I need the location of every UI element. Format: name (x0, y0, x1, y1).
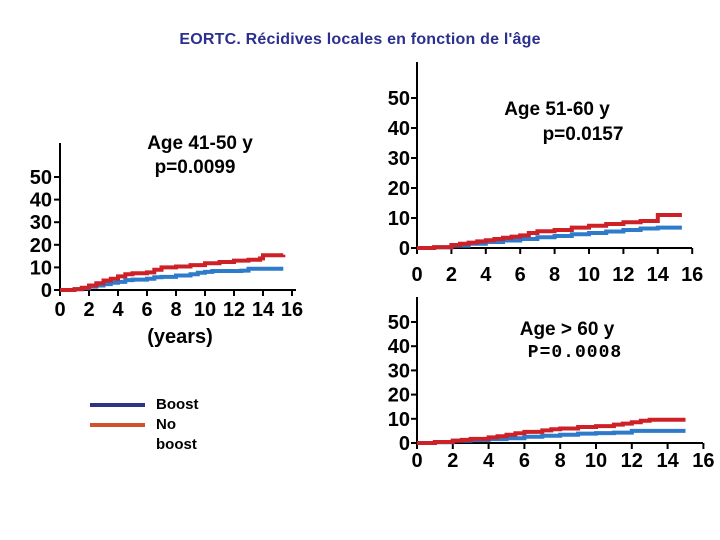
x-tick-label: 10 (585, 450, 607, 472)
x-tick-label: 16 (692, 450, 714, 472)
y-tick-label: 30 (388, 360, 410, 382)
y-tick-label: 0 (399, 433, 410, 455)
y-tick-label: 30 (388, 148, 410, 170)
x-tick-label: 14 (656, 450, 679, 472)
y-tick-label: 30 (30, 212, 52, 234)
chart-51-60-plot: 0 10 20 30 40 50 0 2 4 6 8 10 12 14 16 (388, 62, 703, 286)
x-tick-label: 2 (83, 299, 94, 321)
y-tick-label: 10 (388, 409, 410, 431)
x-tick-label: 10 (578, 264, 600, 286)
y-tick-label: 40 (30, 190, 52, 212)
x-tick-label: 8 (555, 450, 566, 472)
y-tick-label: 50 (388, 312, 410, 334)
y-tick-label: 0 (399, 238, 410, 260)
y-tick-label: 10 (388, 208, 410, 230)
x-tick-label: 6 (141, 299, 152, 321)
x-tick-label: 12 (612, 264, 634, 286)
chart-41-50-pvalue: p=0.0099 (154, 157, 236, 178)
legend-no-boost-line (90, 423, 145, 427)
no-boost-curve (60, 253, 286, 292)
chart-41-50-title: Age 41-50 y (147, 133, 253, 154)
x-tick-label: 14 (252, 299, 275, 321)
y-tick-label: 20 (388, 178, 410, 200)
legend-no-boost-label-line2: boost (156, 436, 197, 453)
no-boost-curve (417, 213, 682, 250)
y-tick-label: 20 (388, 385, 410, 407)
x-tick-label: 6 (519, 450, 530, 472)
x-tick-label: 12 (621, 450, 643, 472)
x-tick-label: 14 (647, 264, 670, 286)
x-tick-label: 4 (112, 299, 124, 321)
x-tick-label: 8 (170, 299, 181, 321)
y-tick-label: 40 (388, 118, 410, 140)
no-boost-curve (417, 417, 686, 445)
y-tick-label: 50 (388, 88, 410, 110)
x-tick-label: 12 (223, 299, 245, 321)
x-tick-label: 16 (681, 264, 703, 286)
y-tick-label: 0 (41, 280, 52, 302)
chart-51-60-title: Age 51-60 y (504, 99, 610, 120)
chart-over-60-title: Age > 60 y (519, 319, 615, 340)
chart-41-50-xaxis-label: (years) (147, 326, 213, 348)
x-tick-label: 0 (54, 299, 65, 321)
x-tick-label: 10 (194, 299, 216, 321)
legend-no-boost-label-line1: No (156, 416, 176, 433)
x-tick-label: 2 (447, 450, 458, 472)
x-tick-label: 8 (549, 264, 560, 286)
y-tick-label: 40 (388, 336, 410, 358)
x-tick-label: 16 (281, 299, 303, 321)
x-tick-label: 2 (446, 264, 457, 286)
y-tick-label: 50 (30, 167, 52, 189)
legend-boost-line (90, 403, 145, 407)
x-tick-label: 0 (411, 264, 422, 286)
y-tick-label: 20 (30, 235, 52, 257)
chart-over-60-pvalue: P=0.0008 (527, 343, 623, 363)
x-tick-label: 0 (411, 450, 422, 472)
chart-51-60-pvalue: p=0.0157 (542, 124, 624, 145)
x-tick-label: 4 (480, 264, 492, 286)
slide-title: EORTC. Récidives locales en fonction de … (179, 31, 541, 48)
y-tick-label: 10 (30, 257, 52, 279)
x-tick-label: 4 (483, 450, 495, 472)
x-tick-label: 6 (515, 264, 526, 286)
legend-boost-label: Boost (156, 396, 199, 413)
